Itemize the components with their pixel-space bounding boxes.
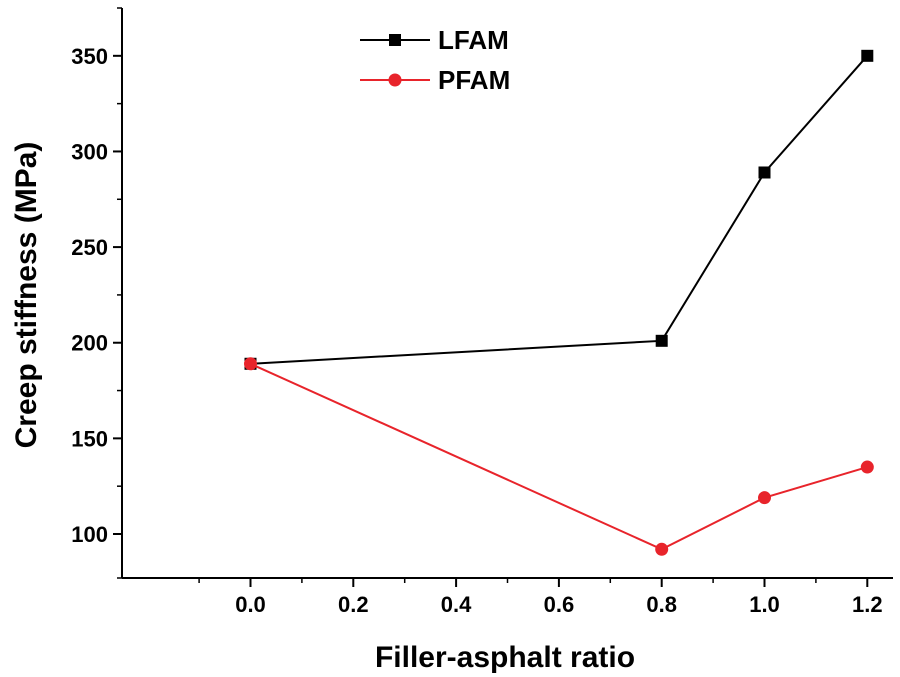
x-tick-label-5: 1.0 [749,592,780,617]
legend-entry-lfam: LFAM [360,25,509,55]
y-axis-ticks: 100 150 200 250 300 350 [71,7,122,579]
x-axis-title: Filler-asphalt ratio [375,641,635,674]
x-tick-label-3: 0.6 [544,592,575,617]
series-line-lfam [250,55,869,365]
x-tick-label-2: 0.4 [441,592,472,617]
x-tick-label-6: 1.2 [852,592,883,617]
point-pfam-3 [860,460,874,474]
y-tick-label-3: 250 [71,235,108,260]
legend-entry-pfam: PFAM [360,65,510,95]
x-tick-label-0: 0.0 [235,592,266,617]
series-layer [244,49,874,556]
legend-label-pfam: PFAM [438,65,510,95]
point-pfam-1 [655,542,669,556]
legend-marker-pfam [388,73,402,87]
y-tick-label-0: 100 [71,522,108,547]
series-pfam [244,357,874,556]
y-axis-title: Creep stiffness (MPa) [10,142,43,449]
x-axis-ticks: 0.0 0.2 0.4 0.6 0.8 1.0 1.2 [198,578,883,617]
y-tick-label-5: 350 [71,44,108,69]
point-pfam-2 [758,491,771,505]
point-pfam-0 [244,357,257,371]
y-tick-label-2: 200 [71,331,108,356]
y-tick-label-1: 150 [71,426,108,451]
series-line-pfam [250,362,868,551]
point-lfam-3 [861,49,874,62]
x-tick-label-4: 0.8 [646,592,677,617]
legend: LFAM PFAM [360,25,510,95]
point-lfam-2 [758,166,771,179]
point-lfam-1 [655,334,668,347]
series-lfam [244,49,874,370]
legend-marker-lfam [389,34,401,46]
legend-label-lfam: LFAM [438,25,509,55]
y-tick-label-4: 300 [71,139,108,164]
x-tick-label-1: 0.2 [338,592,369,617]
